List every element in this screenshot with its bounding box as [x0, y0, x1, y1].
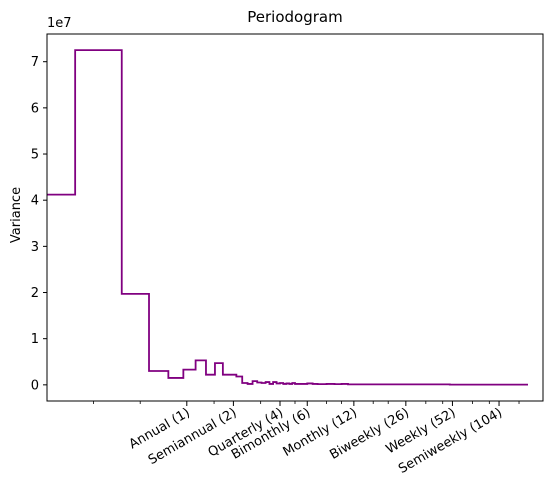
chart-title: Periodogram: [247, 8, 342, 26]
y-axis-label: Variance: [9, 187, 24, 243]
y-tick-label: 7: [31, 55, 39, 70]
periodogram-series-line: [47, 49, 528, 386]
plot-frame: [46, 33, 544, 402]
y-tick-label: 2: [31, 286, 39, 301]
y-tick-label: 0: [31, 378, 39, 393]
y-axis-ticks: 0 1 2 3 4 5 6 7: [31, 55, 47, 393]
y-tick-label: 3: [31, 240, 39, 255]
y-tick-label: 5: [31, 148, 39, 163]
y-tick-label: 1: [31, 332, 39, 347]
y-tick-label: 4: [31, 194, 39, 209]
y-tick-label: 6: [31, 101, 39, 116]
y-offset-text: 1e7: [47, 16, 72, 31]
